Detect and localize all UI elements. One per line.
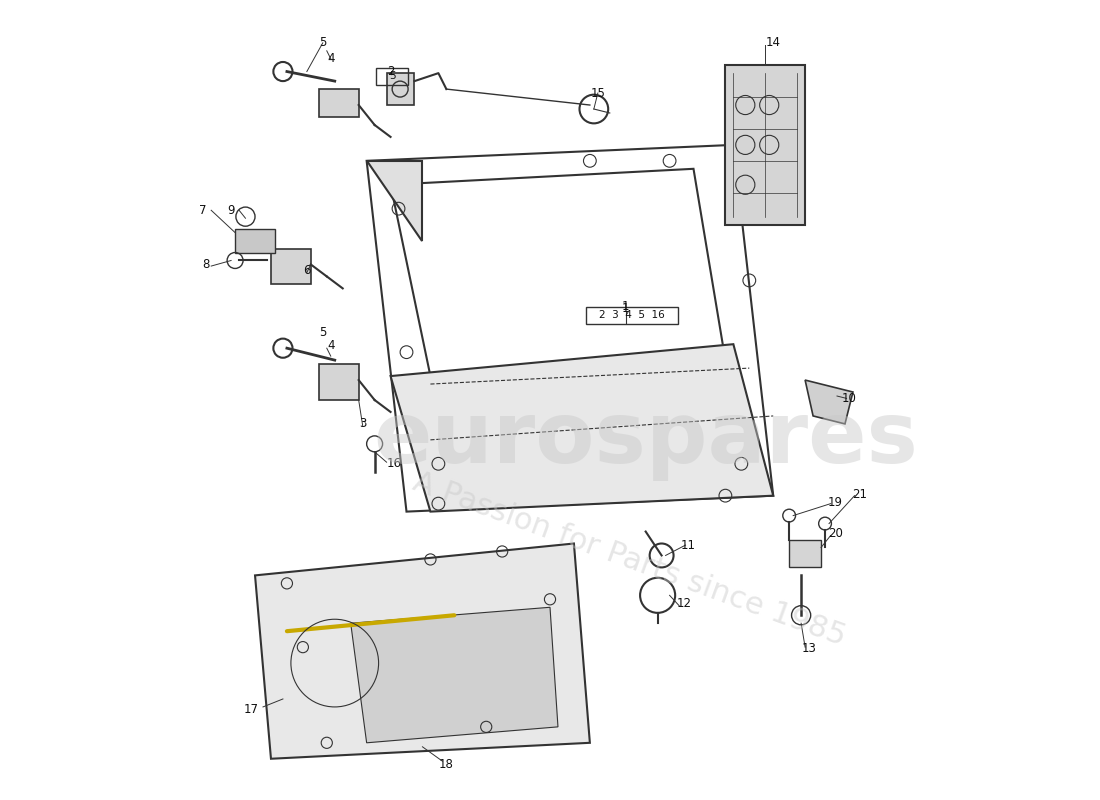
Polygon shape bbox=[789, 539, 821, 567]
Polygon shape bbox=[235, 229, 275, 253]
Text: 1: 1 bbox=[621, 300, 629, 314]
Polygon shape bbox=[255, 543, 590, 758]
Text: 19: 19 bbox=[828, 495, 843, 509]
Polygon shape bbox=[805, 380, 852, 424]
Polygon shape bbox=[319, 364, 359, 400]
Text: 13: 13 bbox=[802, 642, 816, 655]
Text: 18: 18 bbox=[439, 758, 454, 771]
Text: 5: 5 bbox=[319, 326, 327, 338]
Text: 8: 8 bbox=[202, 258, 209, 271]
Polygon shape bbox=[319, 89, 359, 117]
Text: 5: 5 bbox=[388, 71, 396, 82]
Text: 15: 15 bbox=[591, 86, 605, 99]
Text: 9: 9 bbox=[228, 204, 235, 217]
Bar bbox=[376, 67, 408, 85]
Polygon shape bbox=[390, 344, 773, 512]
Text: 4: 4 bbox=[327, 52, 334, 66]
Bar bbox=[586, 306, 678, 324]
Text: 2  3  4  5  16: 2 3 4 5 16 bbox=[598, 310, 664, 321]
Text: 2: 2 bbox=[387, 65, 394, 78]
Text: 17: 17 bbox=[243, 703, 258, 716]
Text: A Passion for Parts since 1985: A Passion for Parts since 1985 bbox=[409, 467, 850, 651]
Text: 6: 6 bbox=[304, 264, 310, 278]
Polygon shape bbox=[351, 607, 558, 743]
Text: 3: 3 bbox=[359, 418, 366, 430]
Text: eurospares: eurospares bbox=[373, 398, 918, 482]
Text: 10: 10 bbox=[842, 392, 857, 405]
Text: 12: 12 bbox=[676, 597, 692, 610]
Polygon shape bbox=[271, 249, 311, 285]
Text: 5: 5 bbox=[319, 36, 327, 50]
Text: 14: 14 bbox=[766, 36, 781, 50]
Text: 21: 21 bbox=[851, 487, 867, 501]
Text: 1: 1 bbox=[621, 302, 629, 315]
Polygon shape bbox=[725, 65, 805, 225]
Text: 7: 7 bbox=[199, 204, 207, 217]
Polygon shape bbox=[366, 161, 422, 241]
Text: 11: 11 bbox=[681, 538, 695, 551]
Text: 16: 16 bbox=[387, 458, 402, 470]
Text: 4: 4 bbox=[327, 339, 334, 352]
Polygon shape bbox=[386, 73, 415, 105]
Text: 20: 20 bbox=[828, 527, 843, 541]
